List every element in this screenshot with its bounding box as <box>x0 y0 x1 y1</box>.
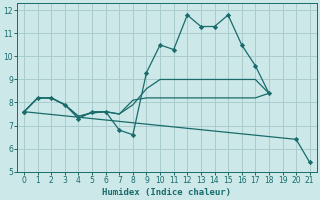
X-axis label: Humidex (Indice chaleur): Humidex (Indice chaleur) <box>102 188 231 197</box>
